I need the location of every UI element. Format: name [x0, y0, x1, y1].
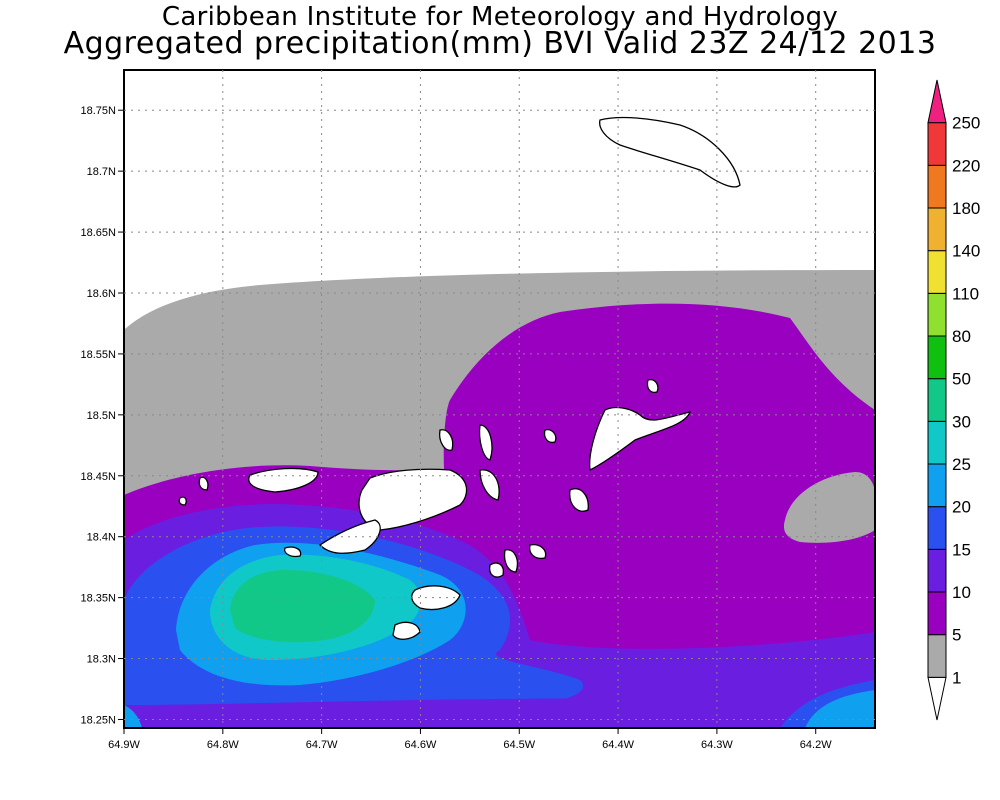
- y-tick-label: 18.4N: [87, 532, 116, 544]
- y-tick-label: 18.65N: [81, 227, 117, 239]
- island-st-john: [318, 519, 381, 554]
- colorbar-label: 110: [952, 284, 979, 303]
- colorbar-label: 180: [952, 199, 980, 218]
- colorbar-segment: [927, 378, 947, 422]
- colorbar-segment: [927, 164, 947, 209]
- colorbar-segment: [927, 591, 947, 636]
- island-ginger: [529, 544, 547, 560]
- y-tick-label: 18.35N: [81, 593, 117, 605]
- island-virgin-gorda: [589, 406, 692, 471]
- colorbar-segment: [927, 634, 947, 678]
- y-tick-label: 18.75N: [81, 105, 117, 117]
- colorbar-label: 50: [952, 370, 971, 389]
- colorbar-label: 80: [952, 327, 971, 346]
- y-tick-label: 18.6N: [87, 288, 116, 300]
- island-necker: [646, 379, 659, 394]
- island-great-camanoe: [543, 429, 557, 444]
- y-tick-label: 18.45N: [81, 471, 117, 483]
- island-peter: [392, 621, 421, 640]
- colorbar-segment: [927, 335, 947, 380]
- contour-1-5mm-east: [783, 472, 875, 543]
- island-small-3: [284, 546, 302, 558]
- colorbar-label: 10: [952, 583, 971, 602]
- island-st-thomas: [248, 467, 319, 493]
- island-tortola: [358, 468, 468, 531]
- contour-20-25mm-se: [805, 690, 875, 728]
- contour-20-25mm-sw: [124, 705, 142, 728]
- y-tick-label: 18.25N: [81, 714, 117, 726]
- graticule: [124, 70, 875, 728]
- colorbar-segment: [927, 463, 947, 508]
- colorbar-segment: [927, 548, 947, 593]
- island-anegada: [599, 116, 741, 188]
- x-tick-label: 64.7W: [306, 739, 338, 751]
- x-axis: 64.9W 64.8W 64.7W 64.6W 64.5W 64.4W 64.3W 64.2W: [108, 728, 832, 751]
- colorbar-label: 20: [952, 498, 971, 517]
- plot-frame: [123, 69, 876, 729]
- y-tick-label: 18.7N: [87, 166, 116, 178]
- x-tick-label: 64.2W: [800, 739, 832, 751]
- island-salt: [503, 549, 519, 573]
- colorbar-segment: [927, 506, 947, 550]
- x-tick-label: 64.5W: [503, 739, 535, 751]
- colorbar-label: 5: [952, 626, 961, 645]
- colorbar-segment: [927, 122, 947, 166]
- contour-10-15mm-south: [124, 690, 875, 728]
- colorbar-segment: [927, 292, 947, 337]
- island-norman: [411, 585, 461, 611]
- colorbar-segment: [927, 79, 947, 124]
- colorbar-label: 1: [952, 668, 961, 687]
- x-tick-label: 64.8W: [207, 739, 239, 751]
- y-tick-label: 18.3N: [87, 654, 116, 666]
- island-outlines: [178, 116, 741, 640]
- colorbar-label: 30: [952, 412, 971, 431]
- colorbar-segment: [927, 250, 947, 294]
- island-small-2: [198, 476, 209, 491]
- island-cooper: [489, 562, 504, 578]
- colorbar-label: 25: [952, 455, 971, 474]
- x-tick-label: 64.6W: [405, 739, 437, 751]
- precipitation-contours: [124, 270, 875, 728]
- island-guana: [479, 469, 500, 501]
- colorbar-label: 15: [952, 540, 971, 559]
- x-tick-label: 64.9W: [108, 739, 140, 751]
- colorbar-label: 250: [952, 114, 980, 133]
- island-small-1: [178, 496, 187, 506]
- colorbar-label: 220: [952, 156, 980, 175]
- x-tick-label: 64.3W: [701, 739, 733, 751]
- colorbar-segment: [927, 420, 947, 465]
- island-jost-van-dyke: [439, 429, 454, 451]
- contour-30-50mm: [230, 570, 375, 643]
- island-mosquito: [569, 488, 589, 512]
- x-tick-label: 64.4W: [602, 739, 634, 751]
- chart-subtitle: Aggregated precipitation(mm) BVI Valid 2…: [63, 26, 937, 61]
- y-tick-label: 18.5N: [87, 410, 116, 422]
- colorbar-segment: [927, 676, 947, 721]
- colorbar-segment: [927, 207, 947, 252]
- chart-title: Caribbean Institute for Meteorology and …: [161, 2, 839, 32]
- island-beef: [478, 424, 493, 461]
- colorbar-label: 140: [952, 242, 980, 261]
- y-axis: 18.75N 18.7N 18.65N 18.6N 18.55N 18.5N 18.45N 1…: [81, 105, 124, 726]
- y-tick-label: 18.55N: [81, 349, 117, 361]
